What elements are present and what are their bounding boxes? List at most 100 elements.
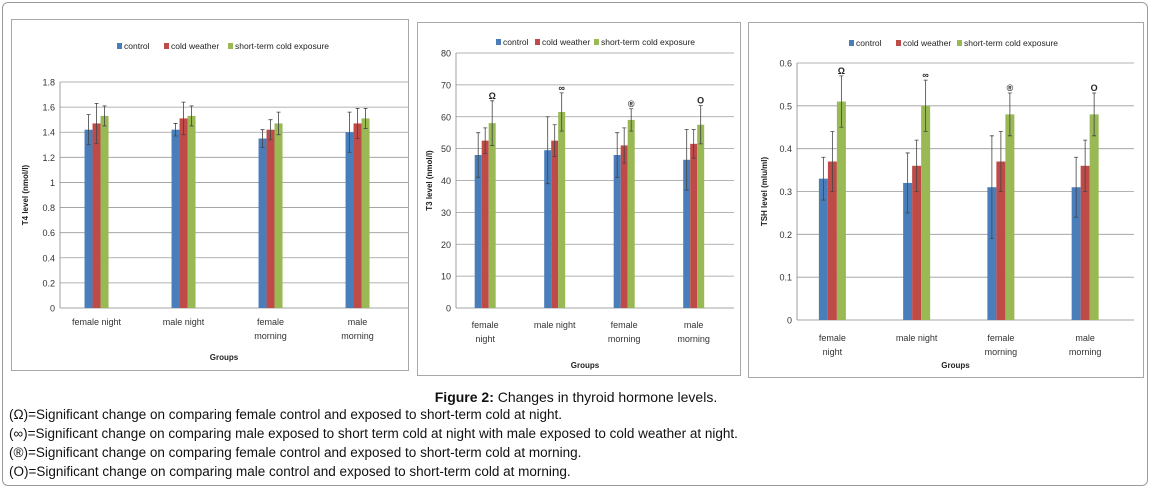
bar-control — [345, 132, 354, 308]
error-bar — [923, 79, 928, 132]
y-tick-label: 0.6 — [42, 228, 55, 238]
bar-control — [1071, 187, 1081, 320]
significance-mark: ∞ — [558, 83, 565, 93]
y-tick-label: 0 — [787, 316, 792, 326]
error-bar — [914, 139, 919, 192]
x-tick-label: night — [475, 334, 495, 344]
figure-title: Changes in thyroid hormone levels. — [497, 389, 718, 405]
legend-label-short-term: short-term cold exposure — [235, 41, 329, 51]
bar-control — [818, 178, 828, 320]
x-axis-label: Groups — [571, 361, 600, 370]
x-tick-label: morning — [1069, 347, 1102, 357]
bar-cold-weather — [353, 123, 362, 308]
note-infinity: (∞)=Significant change on comparing male… — [9, 426, 738, 441]
legend-swatch-cold-weather — [164, 43, 169, 49]
error-bar — [905, 152, 910, 214]
error-bar — [629, 108, 634, 132]
y-tick-label: 30 — [441, 208, 451, 218]
y-tick-label: 50 — [441, 144, 451, 154]
error-bar — [260, 129, 265, 148]
bar-control — [84, 129, 93, 308]
x-tick-label: female — [257, 317, 284, 327]
legend-swatch-cold-weather — [896, 40, 901, 46]
error-bar — [552, 124, 557, 157]
legend-label-control: control — [856, 38, 882, 48]
legend-swatch-control — [117, 43, 122, 49]
bar-cold-weather — [179, 118, 188, 309]
bar-cold-weather — [92, 123, 101, 308]
x-tick-label: female night — [72, 317, 122, 327]
error-bar — [684, 129, 689, 191]
y-tick-label: 60 — [441, 112, 451, 122]
x-tick-label: morning — [254, 331, 287, 341]
error-bar — [181, 101, 186, 136]
error-bar — [998, 131, 1003, 192]
y-tick-label: 0 — [446, 304, 451, 314]
error-bar — [622, 127, 627, 164]
x-tick-label: morning — [677, 334, 710, 344]
error-bar — [615, 132, 620, 178]
legend-label-short-term: short-term cold exposure — [601, 37, 695, 47]
y-tick-label: 1.6 — [42, 103, 55, 113]
y-tick-label: 0.2 — [779, 230, 792, 240]
y-tick-label: 0.4 — [42, 253, 55, 263]
note-registered: (®)=Significant change on comparing fema… — [9, 445, 582, 460]
error-bar — [545, 116, 550, 185]
error-bar — [363, 107, 368, 129]
t4-chart-panel: 0 0.2 0.4 0.6 0.8 1 1.2 1.4 1.6 1.8 T4 level (nmol… — [11, 19, 409, 371]
error-bar — [1083, 139, 1088, 192]
error-bar — [821, 156, 826, 201]
y-tick-label: 1.2 — [42, 153, 55, 163]
y-tick-label: 80 — [441, 49, 451, 59]
x-tick-label: female — [611, 320, 638, 330]
y-tick-label: 1.8 — [42, 78, 55, 88]
legend-label-cold-weather: cold weather — [542, 37, 590, 47]
legend-label-cold-weather: cold weather — [903, 38, 951, 48]
error-bar — [1092, 92, 1097, 137]
legend-swatch-short-term — [594, 39, 599, 45]
error-bar — [102, 105, 107, 127]
error-bar — [189, 105, 194, 127]
significance-mark: O — [697, 96, 704, 106]
bar-short-term — [361, 118, 370, 309]
bar-control — [987, 187, 997, 320]
bar-control — [258, 138, 267, 308]
legend-swatch-cold-weather — [535, 39, 540, 45]
error-bar — [276, 111, 281, 136]
error-bar — [1074, 156, 1079, 218]
bar-cold-weather — [551, 140, 559, 308]
bar-cold-weather — [690, 143, 698, 308]
x-tick-label: male — [1075, 333, 1095, 343]
legend-label-control: control — [124, 41, 150, 51]
tsh-chart-panel: 0 0.1 0.2 0.3 0.4 0.5 0.6 TSH level (mlu/ml) con… — [748, 22, 1144, 378]
bar-cold-weather — [912, 165, 922, 320]
y-tick-label: 10 — [441, 272, 451, 282]
x-tick-label: male night — [896, 333, 938, 343]
bar-control — [683, 159, 691, 308]
error-bar — [483, 127, 488, 154]
x-tick-label: male night — [163, 317, 205, 327]
y-axis-label: T3 level (nmol/l) — [425, 150, 434, 211]
x-tick-label: male — [348, 317, 368, 327]
y-tick-label: 0.8 — [42, 203, 55, 213]
bar-short-term — [627, 119, 635, 308]
bar-control — [613, 155, 621, 308]
bar-cold-weather — [827, 161, 837, 320]
bar-short-term — [1005, 114, 1015, 321]
error-bar — [559, 92, 564, 132]
y-axis-label: TSH level (mlu/ml) — [760, 156, 769, 226]
legend-label-cold-weather: cold weather — [171, 41, 219, 51]
bar-short-term — [187, 115, 196, 309]
y-axis-label: T4 level (nmol/l) — [21, 164, 30, 225]
legend-label-short-term: short-term cold exposure — [964, 38, 1058, 48]
bar-short-term — [274, 123, 283, 308]
x-tick-label: female — [472, 320, 499, 330]
error-bar — [355, 107, 360, 139]
bar-control — [171, 129, 180, 308]
y-tick-label: 1.4 — [42, 128, 55, 138]
chart-svg-2: 0 0.1 0.2 0.3 0.4 0.5 0.6 TSH level (mlu/ml) con… — [760, 38, 1134, 370]
significance-mark: ® — [628, 99, 635, 109]
y-tick-label: 0.2 — [42, 278, 55, 288]
y-tick-label: 70 — [441, 80, 451, 90]
